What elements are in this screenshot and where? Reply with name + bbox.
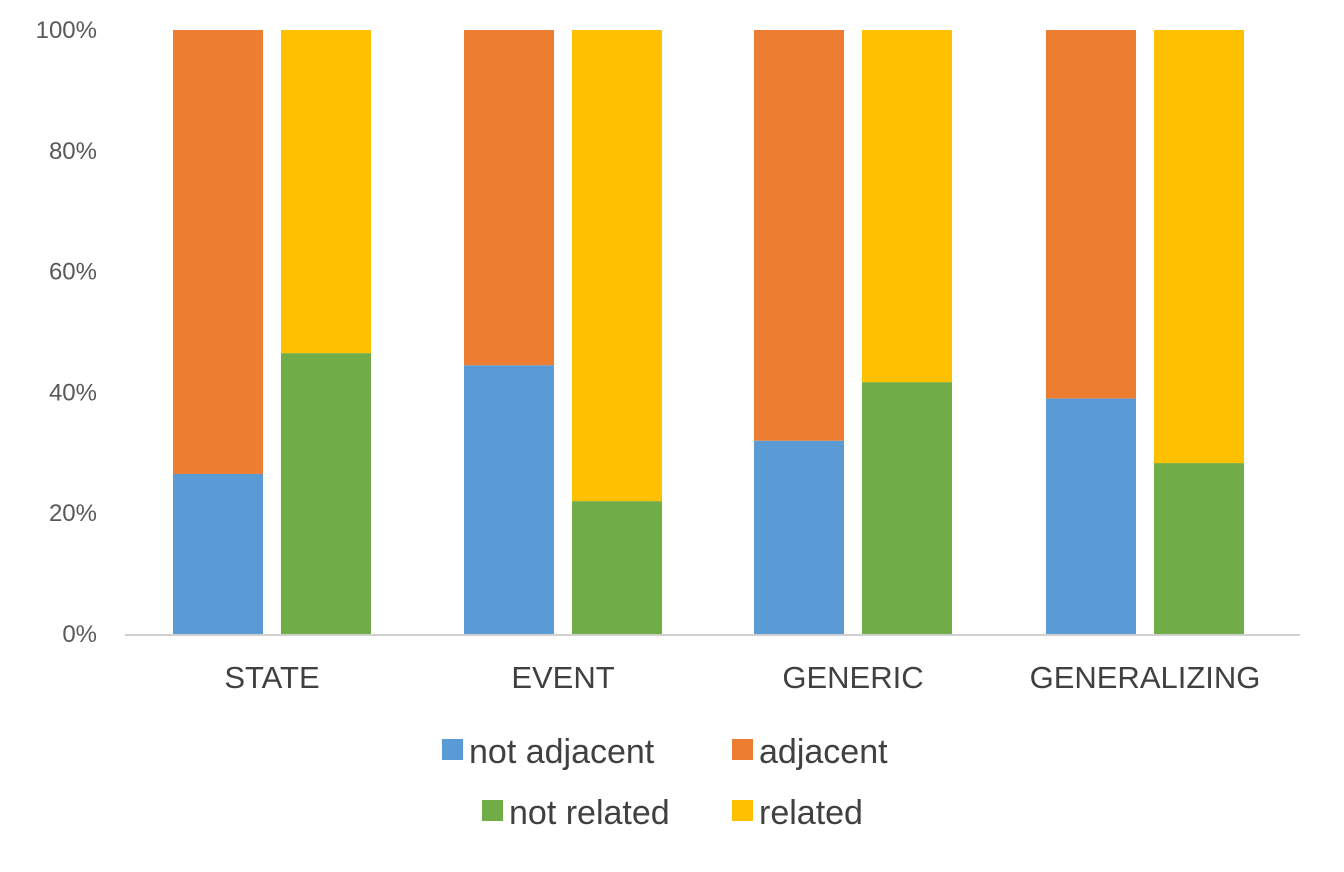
x-tick-label: EVENT: [511, 660, 614, 695]
bar-event-not-related: [572, 501, 662, 634]
legend-swatch: [482, 800, 503, 821]
bar-event-not-adjacent: [464, 365, 554, 634]
y-axis: 0% 20% 40% 60% 80% 100%: [36, 17, 97, 648]
x-tick-label: STATE: [224, 660, 319, 695]
bar-event-adjacent: [464, 30, 554, 366]
y-tick-label: 100%: [36, 17, 97, 44]
bar-event-related: [572, 30, 662, 502]
bars-layer: [173, 30, 1244, 634]
bar-generalizing-not-related: [1154, 463, 1244, 634]
legend-swatch: [732, 800, 753, 821]
bar-state-not-related: [281, 353, 371, 634]
bar-generalizing-adjacent: [1046, 30, 1136, 399]
legend-label: not related: [509, 794, 670, 832]
bar-state-related: [281, 30, 371, 354]
bar-state-not-adjacent: [173, 473, 263, 634]
bar-generic-related: [862, 30, 952, 383]
y-tick-label: 80%: [49, 138, 97, 165]
legend-swatch: [442, 739, 463, 760]
bar-state-adjacent: [173, 30, 263, 474]
y-tick-label: 20%: [49, 500, 97, 527]
y-tick-label: 60%: [49, 259, 97, 286]
legend: not adjacent adjacent not related related: [442, 733, 888, 832]
bar-generalizing-not-adjacent: [1046, 398, 1136, 634]
bar-generalizing-related: [1154, 30, 1244, 464]
bar-generic-adjacent: [754, 30, 844, 441]
x-tick-label: GENERALIZING: [1030, 660, 1261, 695]
y-tick-label: 0%: [62, 621, 97, 648]
legend-label: related: [759, 794, 863, 832]
legend-label: adjacent: [759, 733, 888, 771]
x-tick-label: GENERIC: [782, 660, 923, 695]
bar-generic-not-related: [862, 382, 952, 634]
bar-generic-not-adjacent: [754, 440, 844, 634]
y-tick-label: 40%: [49, 379, 97, 406]
legend-swatch: [732, 739, 753, 760]
legend-label: not adjacent: [469, 733, 655, 771]
x-axis: STATE EVENT GENERIC GENERALIZING: [224, 660, 1260, 695]
